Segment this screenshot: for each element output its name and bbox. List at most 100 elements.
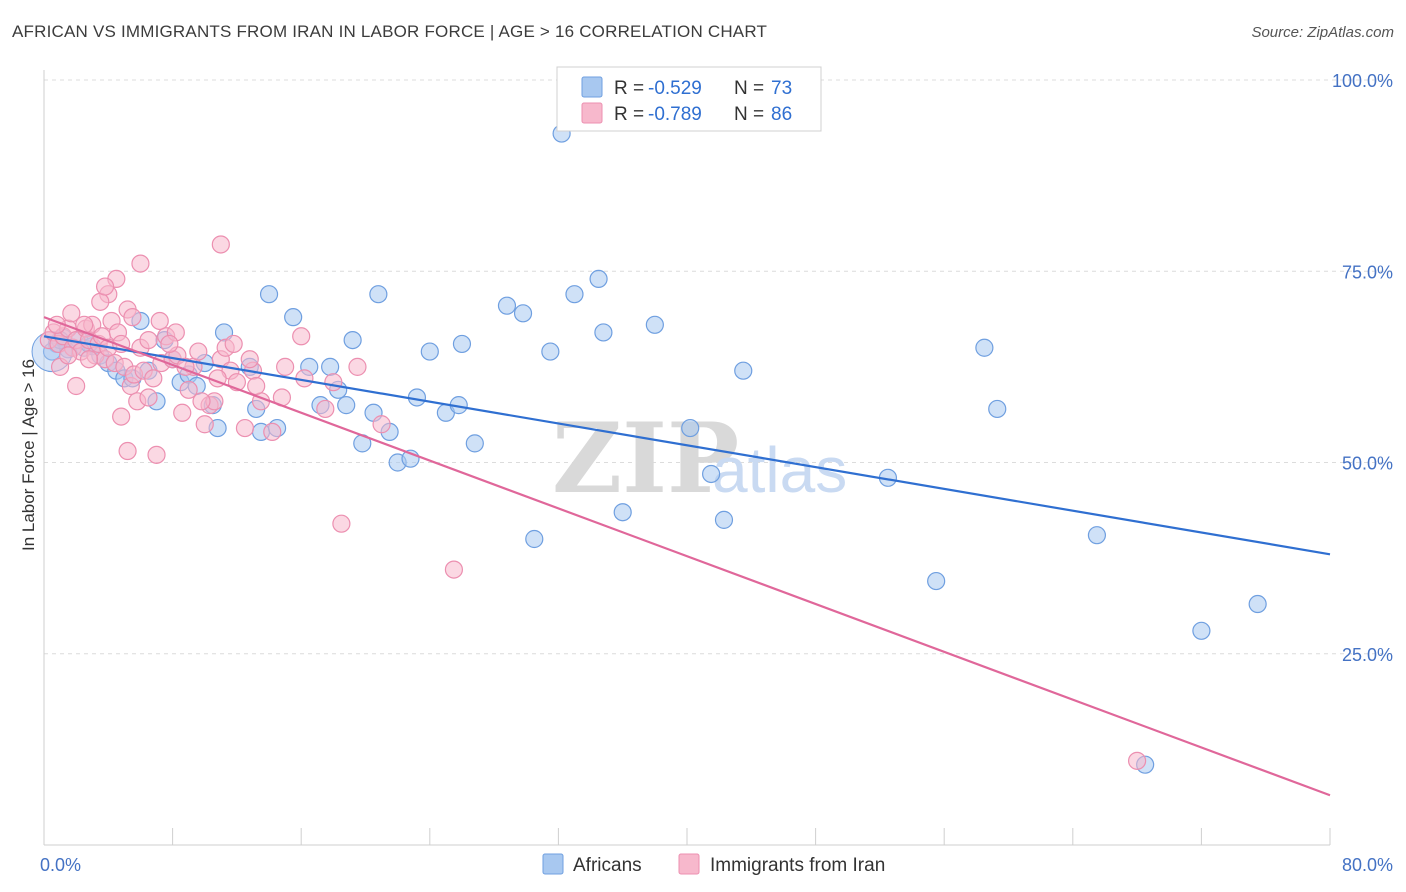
point-iran-48 xyxy=(263,422,282,441)
point-africans-54 xyxy=(613,503,632,522)
series-iran-points xyxy=(39,235,1147,770)
point-iran-34 xyxy=(173,403,192,422)
point-africans-51 xyxy=(565,285,584,304)
point-iran-54 xyxy=(372,415,391,434)
point-africans-49 xyxy=(541,342,560,361)
point-iran-84 xyxy=(62,304,81,323)
point-africans-67 xyxy=(1248,594,1267,614)
point-africans-31 xyxy=(321,357,340,376)
point-iran-56 xyxy=(131,254,150,273)
y-tick-label-3: 100.0% xyxy=(1332,71,1393,91)
point-africans-52 xyxy=(589,269,608,288)
point-iran-73 xyxy=(160,334,179,354)
point-iran-52 xyxy=(332,514,351,533)
point-iran-80 xyxy=(224,334,243,354)
legend-swatch-africans xyxy=(581,76,603,98)
trend-line-africans xyxy=(43,335,1331,556)
point-iran-67 xyxy=(75,315,94,334)
axes xyxy=(43,70,1331,846)
point-iran-79 xyxy=(247,376,266,396)
point-iran-66 xyxy=(95,277,115,296)
legend-n-label-africans: N = xyxy=(734,78,764,99)
y-tick-label-1: 50.0% xyxy=(1342,454,1393,474)
point-africans-33 xyxy=(337,396,356,415)
correlation-legend: R = -0.529 N = 73 R = -0.789 N = 86 xyxy=(556,66,822,132)
legend-swatch-iran xyxy=(581,102,603,124)
grid-lines xyxy=(44,79,1392,655)
x-tick-labels: 0.0% 80.0% xyxy=(40,855,1393,875)
point-africans-34 xyxy=(343,331,362,350)
point-iran-75 xyxy=(240,350,259,369)
point-iran-78 xyxy=(316,399,335,419)
watermark-atlas: atlas xyxy=(712,434,847,506)
point-iran-63 xyxy=(79,350,99,369)
point-iran-64 xyxy=(112,407,131,426)
point-africans-66 xyxy=(1192,621,1211,640)
point-iran-62 xyxy=(67,376,86,396)
point-africans-28 xyxy=(284,308,303,327)
watermark-zip: ZIP xyxy=(552,402,739,515)
point-iran-60 xyxy=(91,292,110,311)
point-africans-59 xyxy=(734,361,753,380)
point-africans-61 xyxy=(927,571,946,591)
source-credit: Source: ZipAtlas.com xyxy=(1251,24,1394,41)
point-africans-55 xyxy=(645,315,664,334)
point-iran-68 xyxy=(59,346,78,365)
point-iran-83 xyxy=(150,311,169,331)
point-iran-85 xyxy=(1127,751,1147,770)
trend-line-iran xyxy=(43,316,1331,797)
point-iran-29 xyxy=(147,445,166,464)
point-africans-56 xyxy=(681,418,700,438)
y-tick-label-0: 25.0% xyxy=(1342,645,1393,665)
legend-r-label-iran: R = xyxy=(614,104,644,125)
point-africans-41 xyxy=(420,342,439,361)
point-iran-50 xyxy=(292,327,311,346)
point-africans-47 xyxy=(513,304,533,323)
bottom-legend-label-iran: Immigrants from Iran xyxy=(710,855,885,876)
legend-n-value-africans: 73 xyxy=(771,78,792,99)
bottom-legend-label-africans: Africans xyxy=(573,855,642,876)
y-tick-label-2: 75.0% xyxy=(1342,262,1393,282)
y-axis-label: In Labor Force | Age > 16 xyxy=(19,359,38,551)
point-iran-71 xyxy=(139,331,158,350)
x-tick-label-1: 80.0% xyxy=(1342,855,1393,875)
y-tick-labels: 25.0% 50.0% 75.0% 100.0% xyxy=(1332,71,1393,665)
point-africans-46 xyxy=(497,296,517,315)
point-africans-48 xyxy=(525,529,544,549)
point-africans-57 xyxy=(702,464,721,484)
point-iran-28 xyxy=(144,369,163,388)
chart-title: AFRICAN VS IMMIGRANTS FROM IRAN IN LABOR… xyxy=(12,22,768,41)
point-africans-63 xyxy=(988,399,1007,419)
point-iran-57 xyxy=(211,235,230,254)
point-iran-49 xyxy=(276,357,295,376)
point-iran-65 xyxy=(118,441,137,461)
point-africans-72 xyxy=(259,285,279,304)
point-iran-27 xyxy=(139,388,158,407)
point-iran-37 xyxy=(189,342,208,361)
point-africans-44 xyxy=(452,334,472,354)
point-iran-81 xyxy=(192,392,211,411)
trend-lines xyxy=(43,316,1331,797)
legend-r-value-africans: -0.529 xyxy=(648,78,702,99)
point-iran-55 xyxy=(444,560,464,579)
point-iran-45 xyxy=(235,418,255,438)
point-africans-71 xyxy=(369,285,388,304)
series-legend: Africans Immigrants from Iran xyxy=(542,853,885,876)
legend-r-value-iran: -0.789 xyxy=(648,104,702,125)
point-iran-38 xyxy=(195,415,214,434)
bottom-legend-swatch-africans xyxy=(542,853,564,875)
point-africans-53 xyxy=(594,323,613,342)
bottom-legend-swatch-iran xyxy=(678,853,700,875)
point-iran-35 xyxy=(179,380,198,399)
legend-r-label-africans: R = xyxy=(614,78,644,99)
point-iran-70 xyxy=(123,308,142,327)
point-iran-53 xyxy=(348,357,367,376)
point-africans-58 xyxy=(714,510,734,529)
point-iran-51 xyxy=(324,373,343,392)
legend-n-value-iran: 86 xyxy=(771,104,792,125)
point-africans-64 xyxy=(1087,526,1107,545)
point-africans-62 xyxy=(975,338,994,357)
point-africans-45 xyxy=(465,434,484,453)
x-tick-label-0: 0.0% xyxy=(40,855,81,875)
